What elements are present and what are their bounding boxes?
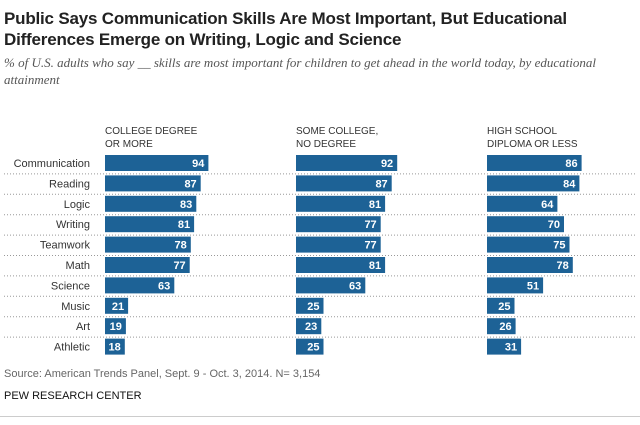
bar: [487, 236, 570, 253]
data-label: 51: [527, 280, 539, 292]
data-label: 21: [112, 301, 124, 313]
data-label: 77: [364, 240, 376, 252]
bar: [105, 236, 191, 253]
bar: [105, 257, 190, 273]
bar: [105, 216, 195, 233]
data-label: 19: [110, 321, 122, 333]
data-label: 81: [178, 219, 190, 231]
category-label: Music: [61, 301, 90, 313]
bar: [105, 175, 201, 192]
bar: [296, 297, 324, 314]
bar: [105, 155, 209, 171]
bar: [487, 297, 515, 314]
data-label: 63: [349, 280, 361, 292]
category-label: Teamwork: [40, 240, 91, 252]
bar: [105, 297, 129, 314]
category-label: Science: [51, 280, 90, 292]
bar: [296, 277, 366, 294]
data-label: 25: [307, 342, 319, 354]
category-label: Athletic: [54, 342, 91, 354]
data-label: 70: [548, 219, 560, 231]
bar: [296, 236, 381, 253]
data-label: 25: [498, 301, 510, 313]
column-header-line: SOME COLLEGE,: [296, 126, 379, 137]
data-label: 26: [499, 321, 511, 333]
data-label: 63: [158, 280, 170, 292]
bar: [487, 195, 558, 212]
column-header-line: DIPLOMA OR LESS: [487, 139, 578, 150]
data-label: 86: [565, 158, 577, 170]
source-note: Source: American Trends Panel, Sept. 9 -…: [4, 368, 321, 380]
bar: [487, 257, 573, 273]
column-header-some-college: SOME COLLEGE, NO DEGREE: [296, 125, 456, 151]
data-label: 64: [541, 199, 554, 211]
bar: [296, 195, 386, 212]
bar: [487, 277, 544, 294]
column-header-college: COLLEGE DEGREE OR MORE: [105, 125, 265, 151]
data-label: 78: [175, 240, 187, 252]
bar: [487, 216, 564, 233]
column-header-line: HIGH SCHOOL: [487, 126, 558, 137]
data-label: 94: [192, 158, 205, 170]
category-label: Communication: [14, 158, 90, 170]
category-label: Reading: [49, 178, 90, 190]
column-header-line: COLLEGE DEGREE: [105, 126, 198, 137]
data-label: 87: [184, 178, 196, 190]
bar: [105, 338, 125, 355]
bar: [487, 175, 580, 192]
data-label: 18: [109, 342, 121, 354]
column-header-line: OR MORE: [105, 139, 153, 150]
bar: [296, 318, 322, 335]
column-header-line: NO DEGREE: [296, 139, 357, 150]
data-label: 31: [505, 342, 517, 354]
column-header-high-school: HIGH SCHOOL DIPLOMA OR LESS: [487, 125, 640, 151]
bar: [487, 155, 582, 171]
data-label: 87: [375, 178, 387, 190]
data-label: 25: [307, 301, 319, 313]
bar: [296, 338, 324, 355]
bar: [296, 155, 398, 171]
bar: [105, 318, 126, 335]
data-label: 81: [369, 199, 381, 211]
data-label: 77: [364, 219, 376, 231]
bar: [105, 195, 197, 212]
bar: [105, 277, 175, 294]
organization-credit: PEW RESEARCH CENTER: [4, 390, 142, 402]
category-label: Art: [76, 321, 90, 333]
data-label: 92: [381, 158, 393, 170]
data-label: 77: [173, 260, 185, 272]
bar: [296, 175, 392, 192]
data-label: 81: [369, 260, 381, 272]
bar: [487, 338, 522, 355]
bar: [487, 318, 516, 335]
data-label: 84: [563, 178, 576, 190]
divider: [0, 416, 640, 417]
data-label: 83: [180, 199, 192, 211]
data-label: 75: [553, 240, 565, 252]
category-label: Writing: [56, 219, 90, 231]
chart-title: Public Says Communication Skills Are Mos…: [4, 9, 567, 49]
bar: [296, 257, 386, 273]
data-label: 23: [305, 321, 317, 333]
category-label: Math: [66, 260, 90, 272]
data-label: 78: [557, 260, 569, 272]
chart-subtitle: % of U.S. adults who say __ skills are m…: [4, 55, 596, 87]
category-label: Logic: [64, 199, 91, 211]
bar: [296, 216, 381, 233]
